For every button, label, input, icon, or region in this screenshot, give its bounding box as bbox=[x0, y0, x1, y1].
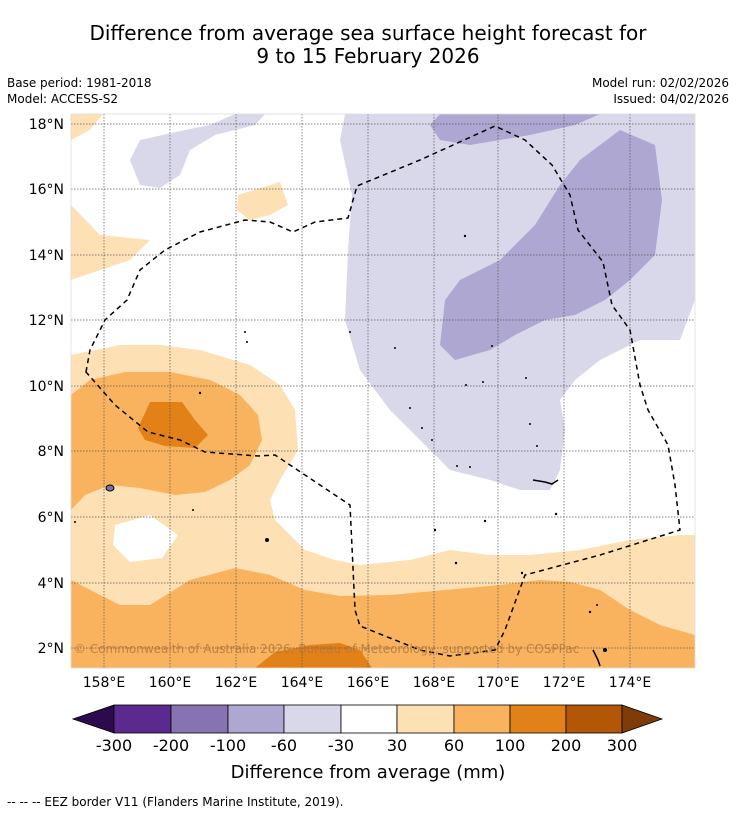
contour-pos100-west bbox=[138, 402, 208, 448]
contour-pos30-patch bbox=[237, 182, 288, 220]
lon-label: 174°E bbox=[609, 675, 652, 691]
issued-date: Issued: 04/02/2026 bbox=[613, 92, 729, 106]
lat-label: 18°N bbox=[29, 117, 64, 133]
colorbar-tick: -30 bbox=[328, 736, 354, 755]
base-period: Base period: 1981-2018 bbox=[7, 76, 152, 90]
colorbar-segment bbox=[170, 704, 229, 734]
title-line-2: 9 to 15 February 2026 bbox=[256, 44, 480, 68]
grid-lines bbox=[71, 114, 695, 668]
contour-neg30-north bbox=[130, 114, 265, 188]
colorbar bbox=[71, 704, 664, 734]
neutral-pocket-west bbox=[113, 515, 178, 562]
model-name: Model: ACCESS-S2 bbox=[7, 92, 119, 106]
colorbar-tick: 100 bbox=[495, 736, 526, 755]
colorbar-tick: 30 bbox=[387, 736, 407, 755]
sea-height-field: © Commonwealth of Australia 2026, Bureau… bbox=[71, 114, 695, 668]
colorbar-extend-min bbox=[71, 704, 115, 734]
lon-label: 172°E bbox=[543, 675, 586, 691]
colorbar-tick-labels: -300 -200 -100 -60 -30 30 60 100 200 300 bbox=[96, 736, 637, 755]
colorbar-tick: -100 bbox=[210, 736, 246, 755]
colorbar-segment bbox=[227, 704, 285, 734]
lon-label: 158°E bbox=[83, 675, 126, 691]
colorbar-segment bbox=[283, 704, 342, 734]
contour-pos60-south bbox=[71, 568, 695, 668]
contour-pos30-west bbox=[71, 205, 150, 280]
colorbar-segment bbox=[509, 704, 567, 734]
lat-label: 10°N bbox=[29, 379, 64, 395]
colorbar-segment bbox=[453, 704, 511, 734]
lat-label: 14°N bbox=[29, 248, 64, 264]
contour-pos100-south bbox=[255, 643, 372, 668]
colorbar-extend-max bbox=[621, 704, 664, 734]
colorbar-tick: -60 bbox=[271, 736, 297, 755]
map-title: Difference from average sea surface heig… bbox=[0, 22, 736, 68]
lon-label: 166°E bbox=[347, 675, 390, 691]
lat-label: 12°N bbox=[29, 313, 64, 329]
colorbar-title: Difference from average (mm) bbox=[231, 762, 506, 783]
lon-label: 170°E bbox=[477, 675, 520, 691]
colorbar-segment bbox=[113, 704, 172, 734]
lat-label: 2°N bbox=[38, 641, 64, 657]
contour-neg60-east bbox=[440, 130, 662, 360]
lat-label: 16°N bbox=[29, 182, 64, 198]
colorbar-tick: 300 bbox=[607, 736, 638, 755]
title-line-1: Difference from average sea surface heig… bbox=[89, 21, 647, 45]
colorbar-segment bbox=[340, 704, 398, 734]
meta-right: Model run: 02/02/2026 Issued: 04/02/2026 bbox=[592, 75, 729, 107]
colorbar-tick: 60 bbox=[444, 736, 464, 755]
colorbar-segment bbox=[396, 704, 455, 734]
latitude-labels: 18°N 16°N 14°N 12°N 10°N 8°N 6°N 4°N 2°N bbox=[29, 117, 64, 657]
lat-label: 8°N bbox=[38, 444, 64, 460]
model-run: Model run: 02/02/2026 bbox=[591, 76, 729, 90]
lon-label: 162°E bbox=[215, 675, 258, 691]
copyright-notice: © Commonwealth of Australia 2026, Bureau… bbox=[74, 642, 579, 656]
colorbar-tick: 200 bbox=[551, 736, 582, 755]
colorbar-tick: -200 bbox=[153, 736, 189, 755]
contour-neg60-top bbox=[430, 114, 600, 145]
lon-label: 168°E bbox=[413, 675, 456, 691]
eez-border bbox=[85, 125, 681, 657]
lon-label: 160°E bbox=[149, 675, 192, 691]
map-frame bbox=[70, 113, 696, 669]
longitude-labels: 158°E 160°E 162°E 164°E 166°E 168°E 170°… bbox=[83, 675, 652, 691]
contour-pos30-corner bbox=[71, 114, 103, 140]
colorbar-tick: -300 bbox=[96, 736, 132, 755]
lat-label: 6°N bbox=[38, 510, 64, 526]
lat-label: 4°N bbox=[38, 576, 64, 592]
lon-label: 164°E bbox=[281, 675, 324, 691]
islands bbox=[74, 234, 607, 667]
meta-left: Base period: 1981-2018 Model: ACCESS-S2 bbox=[7, 75, 152, 107]
colorbar-segment bbox=[565, 704, 623, 734]
eez-footnote: -- -- -- EEZ border V11 (Flanders Marine… bbox=[7, 795, 344, 809]
